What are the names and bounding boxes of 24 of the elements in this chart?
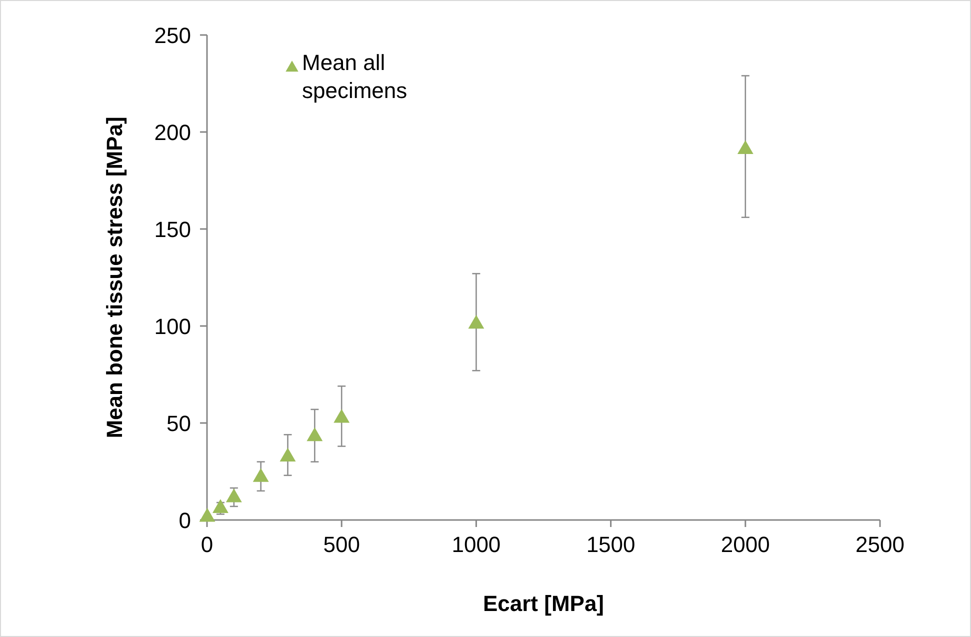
point [199,508,216,522]
y-tick-label: 150 [154,217,191,242]
point [280,448,296,462]
x-tick-label: 500 [323,532,360,557]
point [212,499,228,513]
y-tick-label: 100 [154,314,191,339]
legend-label: Mean all specimens [302,49,408,105]
y-tick-label: 250 [154,23,191,48]
x-tick-label: 0 [200,532,214,557]
point [737,140,754,154]
point [306,427,323,442]
x-tick-label: 2500 [856,532,904,557]
point [226,488,242,502]
y-tick-label: 0 [178,508,191,533]
x-tick-label: 1000 [452,532,501,557]
y-tick-label: 200 [154,120,191,145]
y-axis-title: Mean bone tissue stress [MPa] [102,116,127,438]
x-tick-label: 2000 [720,532,770,557]
y-tick-label: 50 [166,411,191,436]
point [334,408,350,423]
point [252,468,269,482]
x-axis-title: Ecart [MPa] [482,591,604,616]
x-tick-label: 1500 [586,532,636,557]
point [468,314,484,329]
